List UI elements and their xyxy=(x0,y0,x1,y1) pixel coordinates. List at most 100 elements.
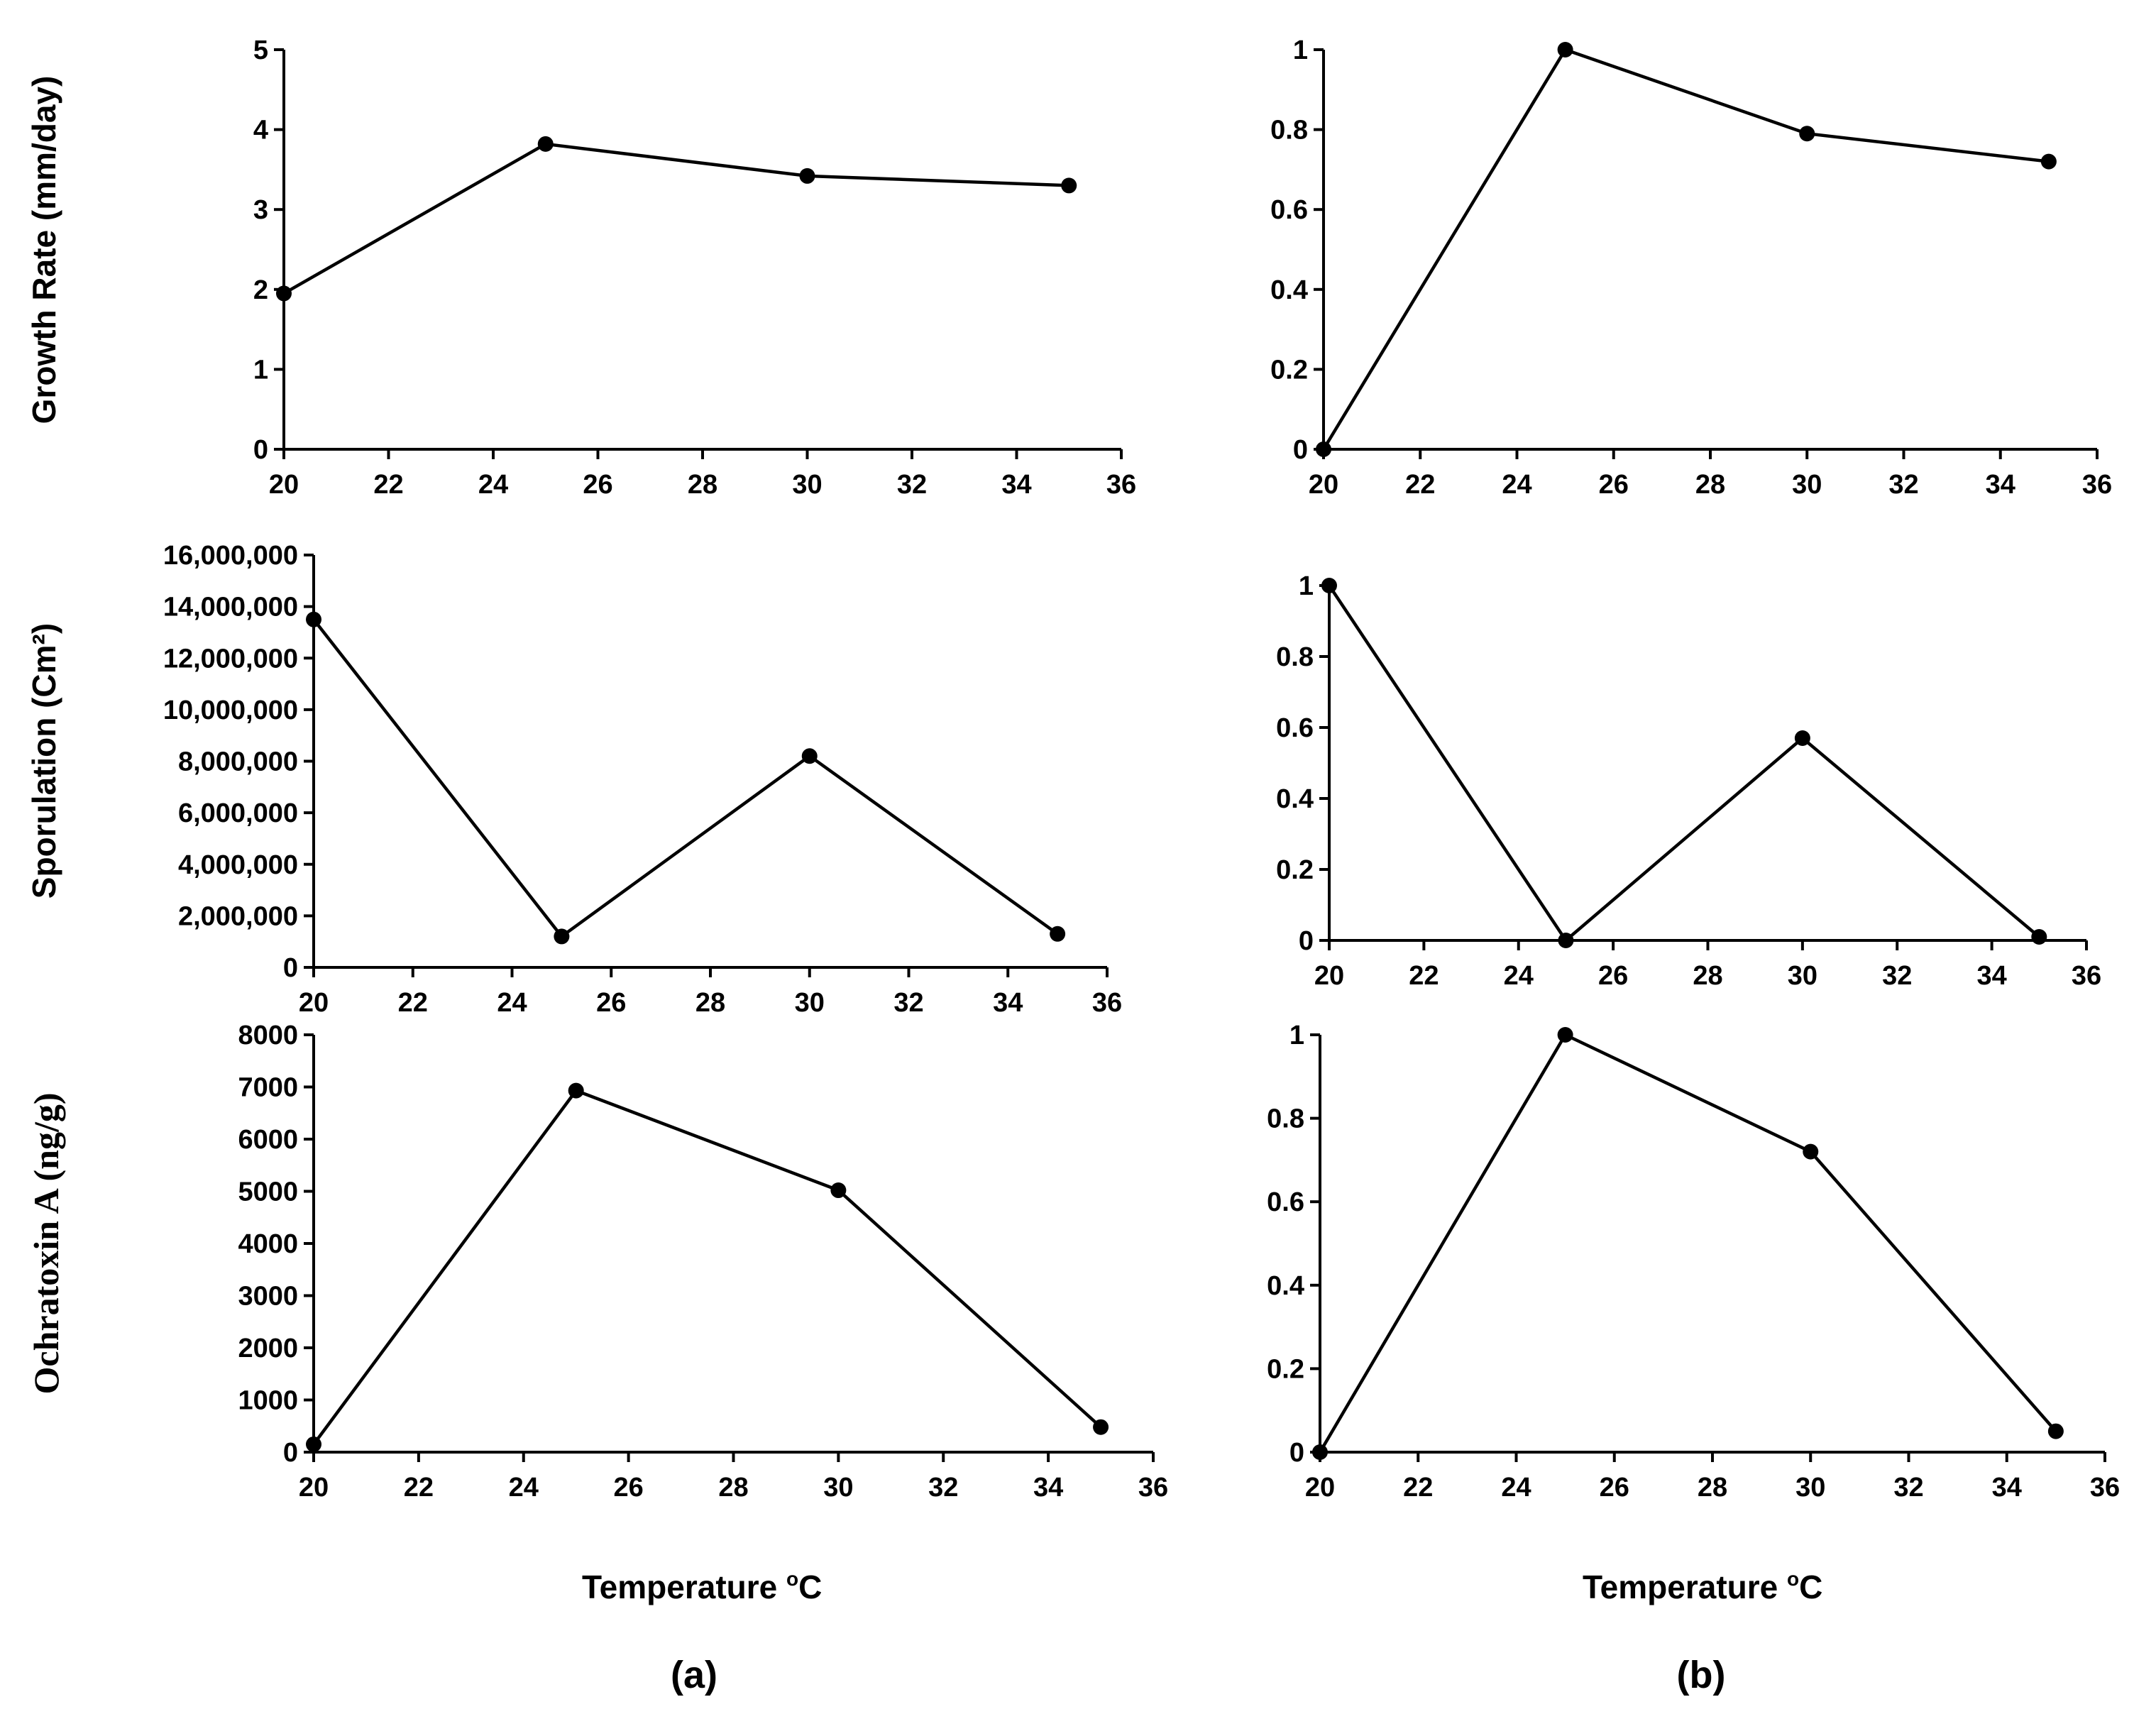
x-tick-label: 34 xyxy=(1033,1473,1063,1503)
x-tick-label: 24 xyxy=(1501,1473,1531,1503)
x-tick-label: 34 xyxy=(1992,1473,2022,1503)
degree-sup-a: o xyxy=(786,1568,798,1590)
x-tick-label: 36 xyxy=(1138,1473,1168,1503)
y-tick-label: 6000 xyxy=(238,1125,298,1155)
data-point xyxy=(1093,1419,1109,1435)
y-tick-label: 0.4 xyxy=(1270,275,1308,305)
x-tick-label: 24 xyxy=(1502,470,1531,500)
degree-sup-b: o xyxy=(1787,1568,1799,1590)
x-tick-label: 22 xyxy=(1405,470,1435,500)
x-tick-label: 24 xyxy=(509,1473,539,1503)
y-tick-label: 2 xyxy=(253,275,268,305)
y-tick-label: 1 xyxy=(1293,35,1308,65)
x-tick-label: 20 xyxy=(299,988,329,1018)
y-tick-label: 10,000,000 xyxy=(163,696,298,725)
x-tick-label: 28 xyxy=(718,1473,748,1503)
x-tick-label: 32 xyxy=(1888,470,1918,500)
x-tick-label: 32 xyxy=(1893,1473,1923,1503)
data-point xyxy=(1557,42,1573,57)
series-line xyxy=(1319,1033,2057,1454)
y-tick-label: 0 xyxy=(283,1438,298,1468)
data-point xyxy=(306,611,321,627)
y-tick-label: 0.8 xyxy=(1276,642,1314,672)
y-tick-label: 0.8 xyxy=(1267,1104,1304,1134)
x-tick-label: 32 xyxy=(928,1473,958,1503)
y-tick-label: 6,000,000 xyxy=(178,798,298,828)
x-tick-label: 20 xyxy=(299,1473,329,1503)
y-axis-title: Growth Rate (mm/day) xyxy=(26,76,62,424)
x-tick-label: 30 xyxy=(792,470,822,500)
y-tick-label: 1 xyxy=(253,355,268,385)
x-tick-label: 26 xyxy=(1598,961,1628,991)
y-tick-label: 1 xyxy=(1299,571,1314,601)
data-point xyxy=(2047,1423,2064,1439)
x-tick-label: 32 xyxy=(893,988,923,1018)
y-tick-label: 0 xyxy=(253,435,268,465)
data-point xyxy=(276,285,292,302)
data-point xyxy=(801,748,818,764)
x-tick-label: 26 xyxy=(1600,1473,1629,1503)
series-line xyxy=(1328,584,2040,943)
x-tick-label: 28 xyxy=(1693,961,1722,991)
y-tick-label: 4000 xyxy=(238,1229,298,1259)
series-line xyxy=(1322,48,2050,451)
y-tick-label: 1 xyxy=(1289,1021,1304,1050)
data-point xyxy=(568,1082,584,1099)
x-tick-label: 30 xyxy=(1795,1473,1825,1503)
x-tick-label: 22 xyxy=(1409,961,1439,991)
data-point xyxy=(1312,1444,1328,1460)
y-tick-label: 2000 xyxy=(238,1334,298,1363)
series-line xyxy=(282,142,1069,295)
x-tick-label: 24 xyxy=(478,470,508,500)
chart-growth-norm: 0 0.2 0.4 0.6 0.8 1 20 22 24 26 28 30 32 34 36 xyxy=(1270,35,2112,500)
y-tick-label: 0.4 xyxy=(1267,1271,1304,1301)
y-tick-label: 8,000,000 xyxy=(178,747,298,777)
x-tick-label: 30 xyxy=(1792,470,1822,500)
y-tick-label: 4 xyxy=(253,116,268,145)
data-point xyxy=(1558,933,1574,948)
y-tick-label: 4,000,000 xyxy=(178,850,298,880)
data-point xyxy=(1050,926,1066,942)
y-tick-label: 16,000,000 xyxy=(163,541,298,571)
x-tick-label: 22 xyxy=(1403,1473,1433,1503)
y-tick-label: 0.6 xyxy=(1276,713,1314,743)
data-point xyxy=(1803,1143,1819,1160)
x-tick-label: 34 xyxy=(1986,470,2015,500)
unit-b: C xyxy=(1799,1569,1822,1605)
x-tick-label: 22 xyxy=(404,1473,434,1503)
x-tick-label: 34 xyxy=(1976,961,2006,991)
data-point xyxy=(306,1436,321,1452)
x-tick-label: 32 xyxy=(1882,961,1912,991)
y-tick-label: 3000 xyxy=(238,1282,298,1312)
x-tick-label: 34 xyxy=(1001,470,1031,500)
panel-label-b: (b) xyxy=(1677,1654,1726,1696)
y-tick-label: 0.2 xyxy=(1267,1354,1304,1384)
unit-a: C xyxy=(798,1569,822,1605)
x-tick-label: 22 xyxy=(373,470,403,500)
x-tick-label: 36 xyxy=(2090,1473,2120,1503)
y-tick-label: 0.6 xyxy=(1267,1187,1304,1217)
chart-ota-raw: 0 1000 2000 3000 4000 5000 6000 7000 8000 20 22 24 2… xyxy=(26,1021,1168,1503)
x-tick-label: 36 xyxy=(2082,470,2112,500)
y-tick-label: 0.2 xyxy=(1276,855,1314,885)
chart-sporulation-raw: 0 2,000,000 4,000,000 6,000,000 8,000,000 10,… xyxy=(26,541,1122,1018)
x-tick-label: 26 xyxy=(596,988,626,1018)
chart-ota-norm: 0 0.2 0.4 0.6 0.8 1 20 22 24 26 28 30 32 34 36 xyxy=(1267,1021,2120,1503)
y-tick-label: 0.4 xyxy=(1276,784,1314,814)
y-tick-label: 12,000,000 xyxy=(163,644,298,674)
x-tick-label: 20 xyxy=(1305,1473,1335,1503)
x-tick-label: 22 xyxy=(398,988,428,1018)
x-tick-label: 28 xyxy=(1698,1473,1727,1503)
x-tick-label: 28 xyxy=(688,470,717,500)
x-tick-label: 28 xyxy=(1695,470,1725,500)
x-tick-label: 36 xyxy=(1092,988,1122,1018)
x-tick-label: 24 xyxy=(1504,961,1534,991)
y-tick-label: 8000 xyxy=(238,1021,298,1050)
x-tick-label: 24 xyxy=(497,988,527,1018)
y-tick-label: 0 xyxy=(1299,926,1314,956)
series-line xyxy=(312,618,1059,939)
x-tick-label: 30 xyxy=(823,1473,853,1503)
